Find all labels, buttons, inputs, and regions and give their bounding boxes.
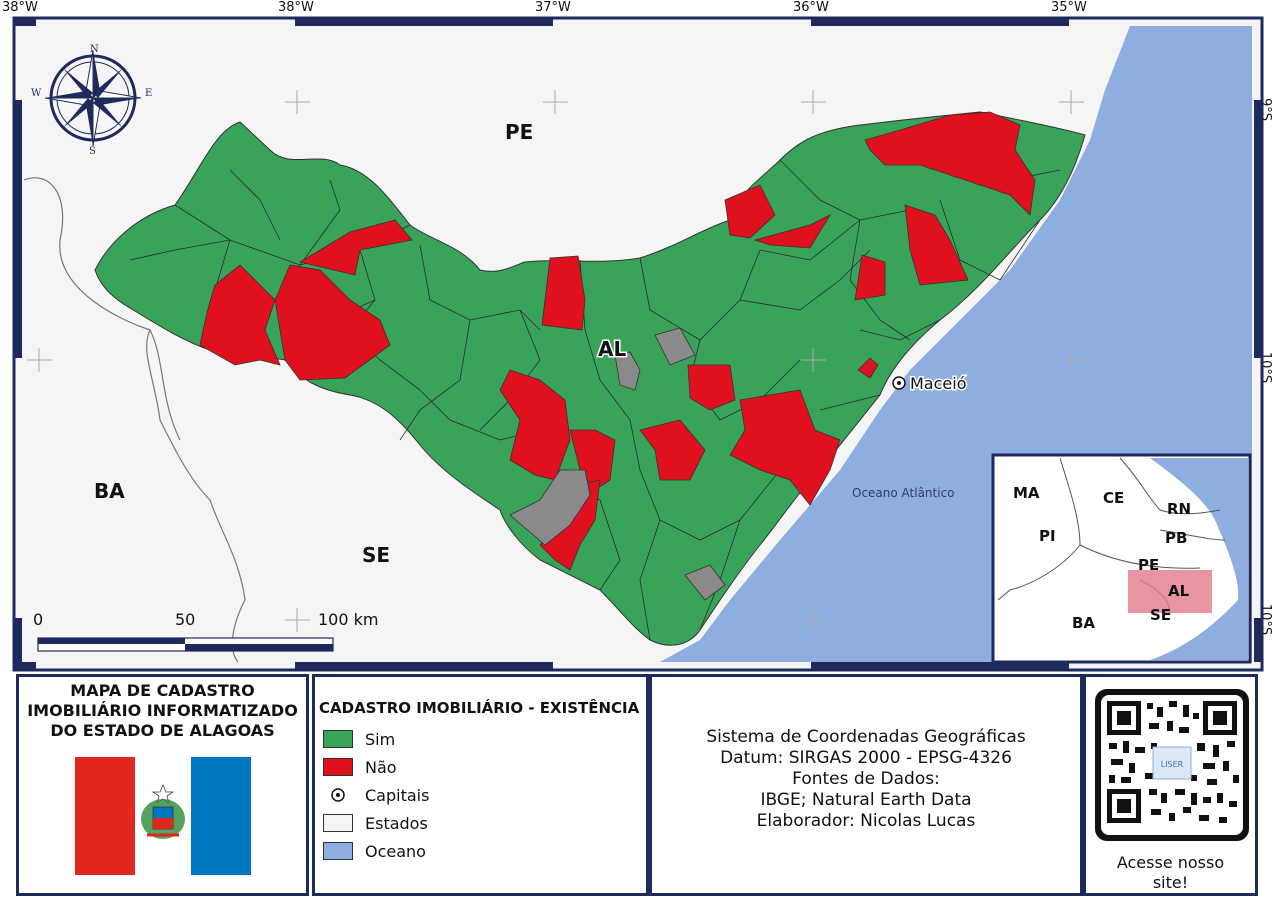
inset-label-ma: MA [1013,484,1040,502]
coord-label-38w-left: 38°W [2,0,38,15]
capital-marker-icon [892,376,906,390]
coord-label-36w: 36°W [793,0,829,15]
alagoas-flag [75,757,251,875]
inset-label-rn: RN [1167,500,1191,518]
state-label-se: SE [362,543,390,567]
nao-region-15 [864,111,1036,216]
legend-swatch-estados [323,814,353,832]
qr-caption-line2: site! [1152,873,1189,892]
legend-label-oceano: Oceano [365,841,426,861]
frame-ticks [14,18,1262,670]
inset-label-se: SE [1150,606,1171,624]
nao-region-14 [904,204,969,286]
scale-label-0: 0 [33,610,43,629]
nao-region-2 [274,264,391,381]
legend-title: CADASTRO IMOBILIÁRIO - EXISTÊNCIA [319,699,640,717]
graticule [27,90,1084,632]
info-line-crs: Sistema de Coordenadas Geográficas [706,727,1026,747]
compass-s: S [89,146,96,157]
coat-of-arms-icon [141,783,185,839]
compass-w: W [31,88,42,99]
nao-region-9 [639,419,706,481]
coord-label-35w: 35°W [1051,0,1087,15]
info-text: Sistema de Coordenadas Geográficas Datum… [652,727,1080,832]
state-label-al: AL [598,337,626,361]
scale-label-50: 50 [175,610,195,629]
nao-region-1 [199,264,281,366]
compass-e: E [145,88,152,99]
qr-caption: Acesse nosso site! [1086,853,1255,893]
nao-region-10 [729,389,841,506]
legend-swatch-nao [323,758,353,776]
nao-region-8 [687,364,736,411]
inset-label-ba: BA [1072,614,1095,632]
info-line-author: Elaborador: Nicolas Lucas [756,811,976,831]
nao-region-16 [857,357,879,379]
border-pe-ba [23,177,246,663]
inset-label-pe: PE [1138,556,1159,574]
border-ba-se [149,329,181,441]
capital-label: Maceió [910,374,966,393]
compass-n: N [90,44,99,55]
legend-item-nao: Não [323,756,397,778]
gray-region-2 [654,327,696,366]
nao-region-12 [753,214,832,249]
info-line-datum: Datum: SIRGAS 2000 - EPSG-4326 [720,748,1012,768]
state-label-ba: BA [94,479,125,503]
map-title: MAPA DE CADASTRO IMOBILIÁRIO INFORMATIZA… [19,681,306,741]
inset-label-pi: PI [1039,527,1056,545]
inset-map: MA CE RN PI PB PE AL BA SE [991,453,1252,664]
svg-text:LISER: LISER [1161,760,1184,769]
legend-swatch-oceano [323,842,353,860]
legend-label-estados: Estados [365,813,428,833]
info-panel: Sistema de Coordenadas Geográficas Datum… [649,674,1083,896]
state-label-pe: PE [505,120,533,144]
inset-highlight-box [1128,570,1212,613]
gray-region-3 [509,469,591,546]
legend-label-sim: Sim [365,729,396,749]
info-line-sources-title: Fontes de Dados: [792,769,940,789]
nao-region-13 [854,254,886,301]
title-panel: MAPA DE CADASTRO IMOBILIÁRIO INFORMATIZA… [16,674,309,896]
inset-label-pb: PB [1165,529,1187,547]
qr-caption-line1: Acesse nosso [1116,853,1225,872]
compass-rose-icon: N S E W [31,44,152,157]
legend-item-oceano: Oceano [323,840,426,862]
qr-code-icon[interactable]: LISER [1095,689,1249,841]
scale-bar: 0 50 100 km [33,610,378,652]
nao-region-4 [541,255,586,331]
nao-region-5 [499,369,571,481]
qr-panel: LISER Acesse nosso site! [1083,674,1258,896]
map-title-line3: DO ESTADO DE ALAGOAS [50,721,275,740]
nao-region-3 [298,219,413,276]
map-title-line1: MAPA DE CADASTRO [70,681,255,700]
legend-label-nao: Não [365,757,397,777]
coord-label-38w: 38°W [278,0,314,15]
ocean-label: Oceano Atlântico [852,486,955,500]
legend-item-estados: Estados [323,812,428,834]
map-title-line2: IMOBILIÁRIO INFORMATIZADO [27,701,298,720]
legend-item-capitais: Capitais [323,784,429,806]
coord-label-37w: 37°W [535,0,571,15]
legend-panel: CADASTRO IMOBILIÁRIO - EXISTÊNCIA Sim Nã… [312,674,649,896]
inset-label-al: AL [1168,582,1190,600]
nao-region-11 [724,184,776,239]
gray-region-1 [614,351,641,391]
main-map: N S E W PE BA SE AL Maceió Oceano Atlânt… [12,16,1264,672]
scale-label-100: 100 km [318,610,378,629]
legend-swatch-sim [323,730,353,748]
legend-item-sim: Sim [323,728,395,750]
legend-label-capitais: Capitais [365,785,430,805]
gray-region-4 [684,564,726,601]
inset-label-ce: CE [1103,489,1124,507]
info-line-sources: IBGE; Natural Earth Data [760,790,972,810]
capital-symbol-icon [331,788,345,802]
